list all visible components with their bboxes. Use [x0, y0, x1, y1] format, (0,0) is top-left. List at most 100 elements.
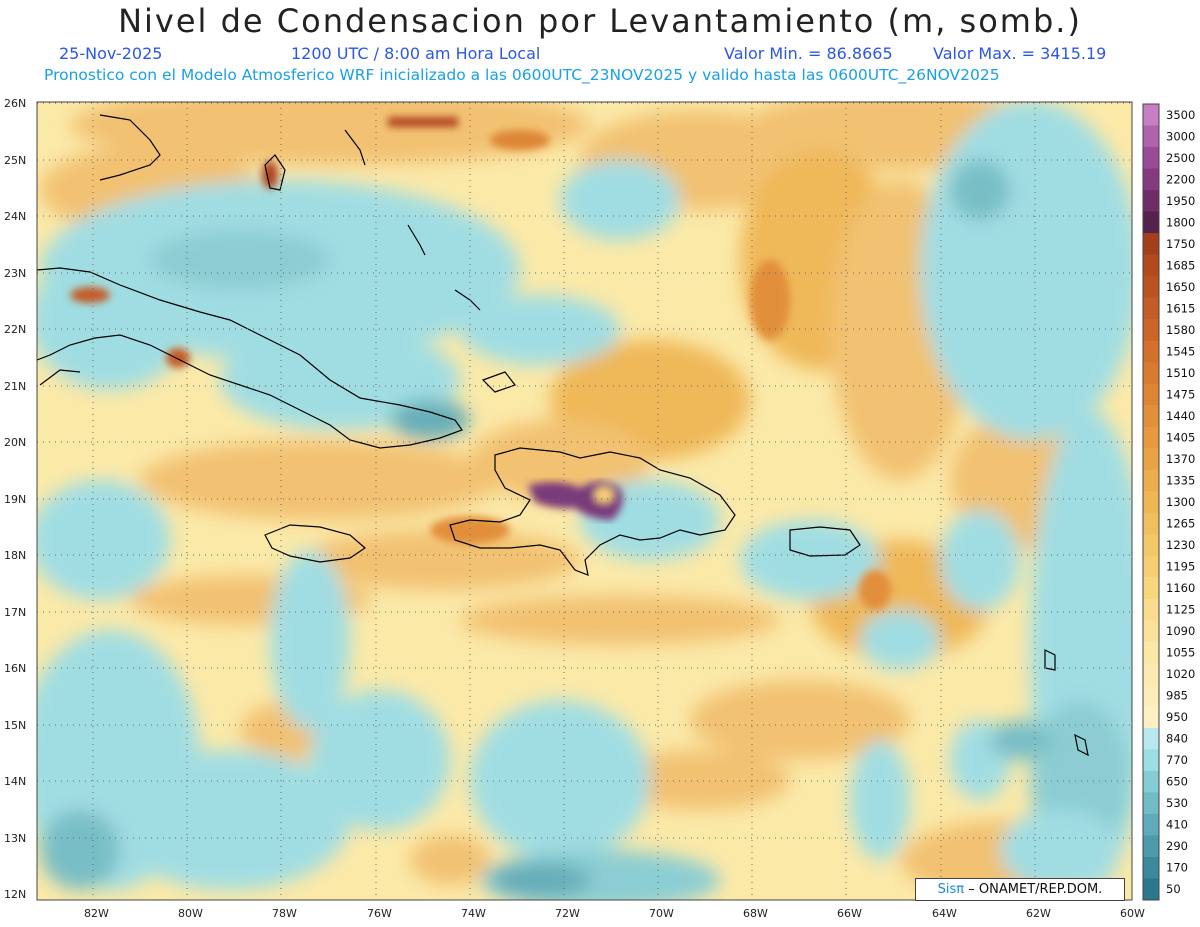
- lon-label: 68W: [743, 907, 768, 920]
- colorbar-swatch: [1143, 211, 1159, 234]
- colorbar-swatch: [1143, 706, 1159, 729]
- lat-label: 24N: [4, 210, 26, 223]
- colorbar-label: 1090: [1166, 624, 1195, 638]
- colorbar-swatch: [1143, 319, 1159, 342]
- lon-axis: 82W 80W 78W 76W 74W 72W 70W 68W 66W 64W …: [84, 907, 1145, 920]
- colorbar-label: 1335: [1166, 473, 1195, 487]
- lat-label: 23N: [4, 267, 26, 280]
- lat-label: 26N: [4, 97, 26, 110]
- colorbar-swatch: [1143, 727, 1159, 750]
- colorbar-label: 650: [1166, 775, 1188, 789]
- lcl-field: [37, 102, 1132, 900]
- colorbar-frame: [1142, 103, 1160, 901]
- colorbar-swatch: [1143, 856, 1159, 879]
- colorbar-swatch: [1143, 641, 1159, 664]
- lat-label: 21N: [4, 380, 26, 393]
- colorbar-swatch: [1143, 448, 1159, 471]
- colorbar-swatch: [1143, 770, 1159, 793]
- colorbar-swatch: [1143, 469, 1159, 492]
- colorbar-swatch: [1143, 555, 1159, 578]
- colorbar-label: 1230: [1166, 538, 1195, 552]
- colorbar-swatch: [1143, 878, 1159, 901]
- colorbar-label: 530: [1166, 796, 1188, 810]
- lat-label: 14N: [4, 775, 26, 788]
- value-max: Valor Max. = 3415.19: [933, 44, 1107, 63]
- colorbar-swatch: [1143, 190, 1159, 213]
- colorbar: 3500 3000 2500 2200 1950 1800 1750 1685 1650 1615…: [1142, 103, 1195, 901]
- colorbar-label: 1300: [1166, 495, 1195, 509]
- colorbar-swatch: [1143, 534, 1159, 557]
- colorbar-label: 1475: [1166, 387, 1195, 401]
- colorbar-label: 1405: [1166, 430, 1195, 444]
- lon-label: 60W: [1120, 907, 1145, 920]
- colorbar-label: 1750: [1166, 237, 1195, 251]
- colorbar-swatch: [1143, 383, 1159, 406]
- colorbar-label: 1370: [1166, 452, 1195, 466]
- lat-label: 17N: [4, 606, 26, 619]
- colorbar-label: 1055: [1166, 646, 1195, 660]
- colorbar-swatch: [1143, 254, 1159, 277]
- lon-label: 66W: [837, 907, 862, 920]
- colorbar-swatch: [1143, 297, 1159, 320]
- credit-text: – ONAMET/REP.DOM.: [968, 882, 1103, 897]
- lat-label: 20N: [4, 436, 26, 449]
- value-min: Valor Min. = 86.8665: [724, 44, 893, 63]
- forecast-date: 25-Nov-2025: [59, 44, 163, 63]
- colorbar-swatch: [1143, 813, 1159, 836]
- lon-label: 62W: [1026, 907, 1051, 920]
- lon-label: 70W: [649, 907, 674, 920]
- coastlines: [37, 114, 1089, 757]
- colorbar-swatch: [1143, 792, 1159, 815]
- colorbar-swatch: [1143, 620, 1159, 643]
- map-frame: [36, 101, 1133, 901]
- colorbar-swatch: [1143, 598, 1159, 621]
- colorbar-label: 1195: [1166, 560, 1195, 574]
- colorbar-swatch: [1143, 512, 1159, 535]
- colorbar-label: 950: [1166, 710, 1188, 724]
- lat-label: 13N: [4, 832, 26, 845]
- forecast-time: 1200 UTC / 8:00 am Hora Local: [291, 44, 541, 63]
- credit-brand: Sisπ: [937, 882, 965, 897]
- colorbar-swatch: [1143, 491, 1159, 514]
- lon-label: 80W: [178, 907, 203, 920]
- colorbar-swatch: [1143, 663, 1159, 686]
- colorbar-swatch: [1143, 405, 1159, 428]
- credit-box: Sisπ – ONAMET/REP.DOM.: [915, 878, 1125, 901]
- lon-label: 82W: [84, 907, 109, 920]
- colorbar-label: 170: [1166, 861, 1188, 875]
- lon-label: 64W: [932, 907, 957, 920]
- colorbar-label: 985: [1166, 689, 1188, 703]
- map-title: Nivel de Condensacion por Levantamiento …: [118, 2, 1082, 40]
- colorbar-label: 1125: [1166, 603, 1195, 617]
- lat-label: 19N: [4, 493, 26, 506]
- colorbar-swatch: [1143, 684, 1159, 707]
- colorbar-label: 2200: [1166, 172, 1195, 186]
- graticule: [37, 102, 1132, 900]
- colorbar-label: 1265: [1166, 517, 1195, 531]
- lat-label: 16N: [4, 662, 26, 675]
- lat-label: 15N: [4, 719, 26, 732]
- lat-label: 25N: [4, 154, 26, 167]
- colorbar-swatch: [1143, 749, 1159, 772]
- colorbar-swatch: [1143, 835, 1159, 858]
- colorbar-swatch: [1143, 426, 1159, 449]
- colorbar-label: 770: [1166, 753, 1188, 767]
- colorbar-label: 1580: [1166, 323, 1195, 337]
- colorbar-swatch: [1143, 147, 1159, 170]
- lon-label: 76W: [367, 907, 392, 920]
- colorbar-label: 1545: [1166, 344, 1195, 358]
- lon-label: 74W: [461, 907, 486, 920]
- lat-axis: 26N 25N 24N 23N 22N 21N 20N 19N 18N 17N …: [4, 97, 26, 901]
- colorbar-label: 50: [1166, 882, 1181, 896]
- colorbar-label: 1440: [1166, 409, 1195, 423]
- colorbar-label: 1615: [1166, 301, 1195, 315]
- colorbar-label: 2500: [1166, 151, 1195, 165]
- lat-label: 12N: [4, 888, 26, 901]
- colorbar-label: 840: [1166, 732, 1188, 746]
- colorbar-label: 1950: [1166, 194, 1195, 208]
- colorbar-label: 3500: [1166, 108, 1195, 122]
- colorbar-swatch: [1143, 168, 1159, 191]
- colorbar-label: 1800: [1166, 215, 1195, 229]
- colorbar-swatch: [1143, 340, 1159, 363]
